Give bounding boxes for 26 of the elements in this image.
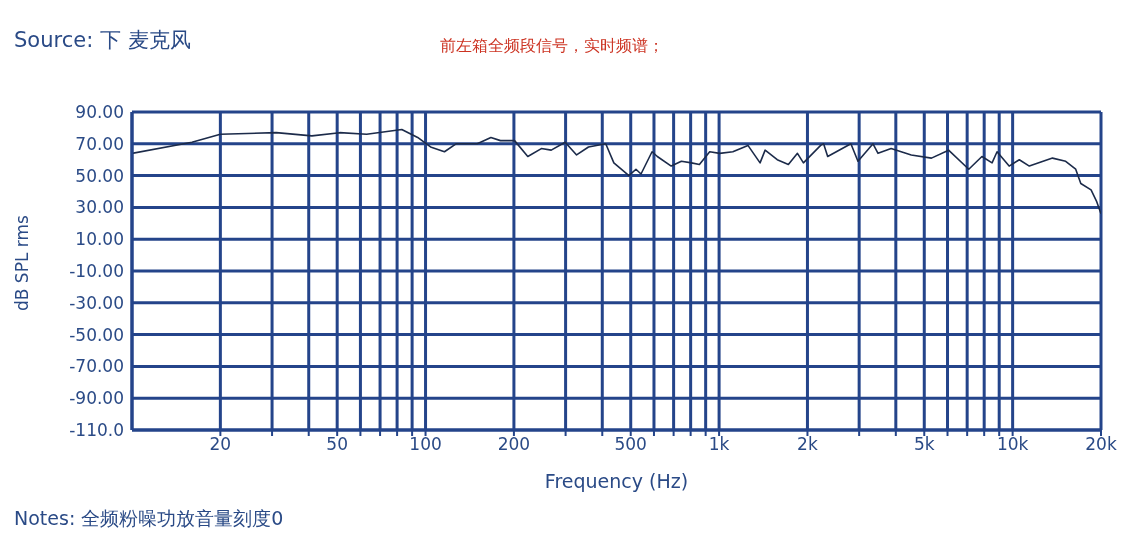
x-tick-label: 10k xyxy=(996,434,1029,455)
x-tick-label: 20k xyxy=(1085,434,1117,455)
y-axis-title: dB SPL rms xyxy=(12,214,33,311)
y-tick-label: -70.00 xyxy=(69,356,124,377)
x-tick-label: 2k xyxy=(797,434,818,455)
y-tick-label: 10.00 xyxy=(75,229,124,250)
y-tick-label: -50.00 xyxy=(69,324,124,345)
chart-title: Source: 下 麦克风 xyxy=(14,27,191,54)
x-tick-label: 200 xyxy=(497,434,531,455)
x-tick-label: 500 xyxy=(614,434,647,455)
text: Notes: 全频粉噪功放音量刻度0 xyxy=(14,506,284,531)
y-tick-label: -90.00 xyxy=(69,388,124,409)
y-tick-label: -30.00 xyxy=(69,292,124,313)
chart-subtitle: 前左箱全频段信号，实时频谱； xyxy=(440,36,664,57)
y-tick-label: 90.00 xyxy=(75,102,124,123)
y-tick-label: 50.00 xyxy=(75,165,124,186)
x-tick-label: 1k xyxy=(708,434,730,455)
x-tick-label: 100 xyxy=(409,434,442,455)
x-tick-label: 5k xyxy=(913,434,935,455)
x-axis-title: Frequency (Hz) xyxy=(544,470,689,492)
y-tick-label: 70.00 xyxy=(75,133,124,154)
y-tick-label: 30.00 xyxy=(75,197,124,218)
x-tick-label: 50 xyxy=(326,434,348,455)
x-tick-label: 20 xyxy=(209,434,232,455)
y-tick-label: -110.0 xyxy=(69,420,124,441)
y-tick-label: -10.00 xyxy=(69,261,124,282)
